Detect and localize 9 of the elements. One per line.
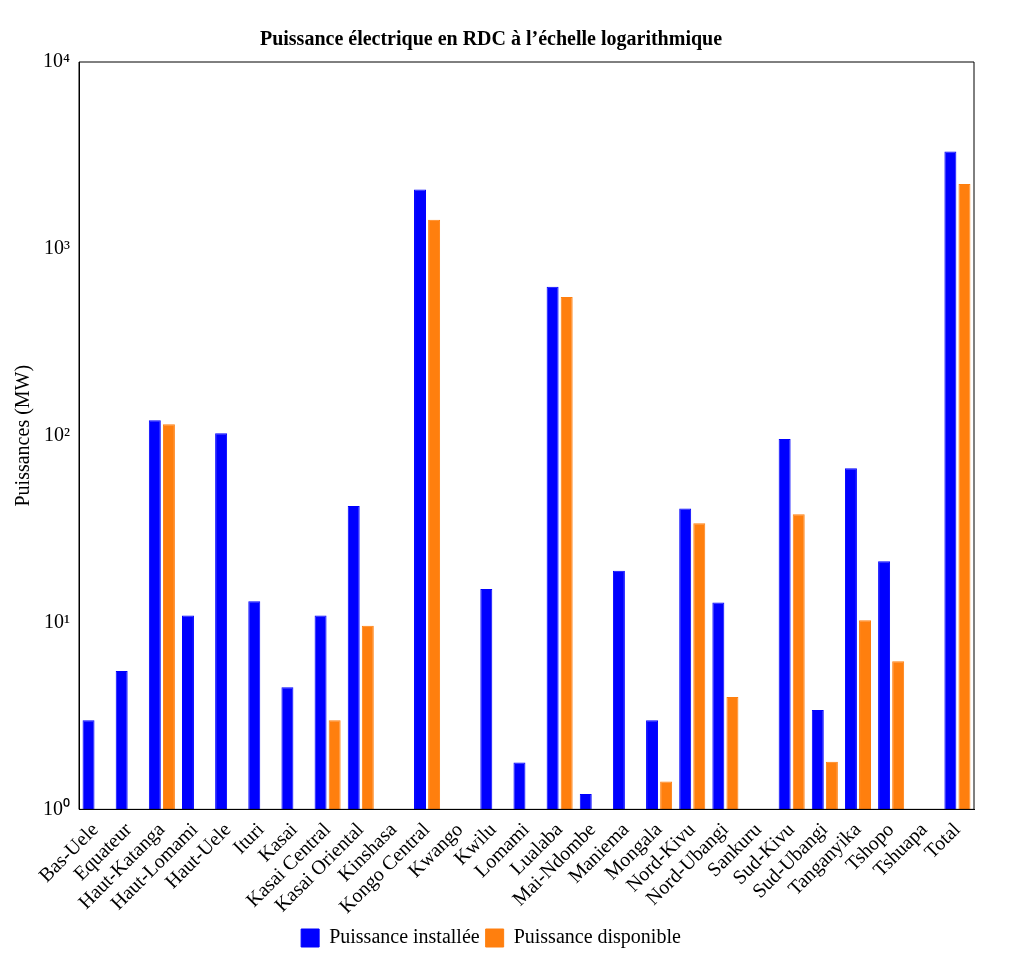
- legend-label: Puissance disponible: [513, 925, 681, 949]
- chart-title: Puissance électrique en RDC à l’échelle logarithmique: [259, 27, 723, 51]
- y-axis-title: Puissances (MW): [11, 364, 35, 507]
- y-tick-label: 10³: [44, 236, 70, 259]
- y-tick-label: 10⁴: [43, 49, 71, 72]
- y-tick-label: 10²: [44, 422, 70, 445]
- legend-label: Puissance installée: [329, 925, 480, 948]
- y-tick-label: 10¹: [44, 609, 70, 632]
- y-tick-label: 10⁰: [43, 796, 70, 819]
